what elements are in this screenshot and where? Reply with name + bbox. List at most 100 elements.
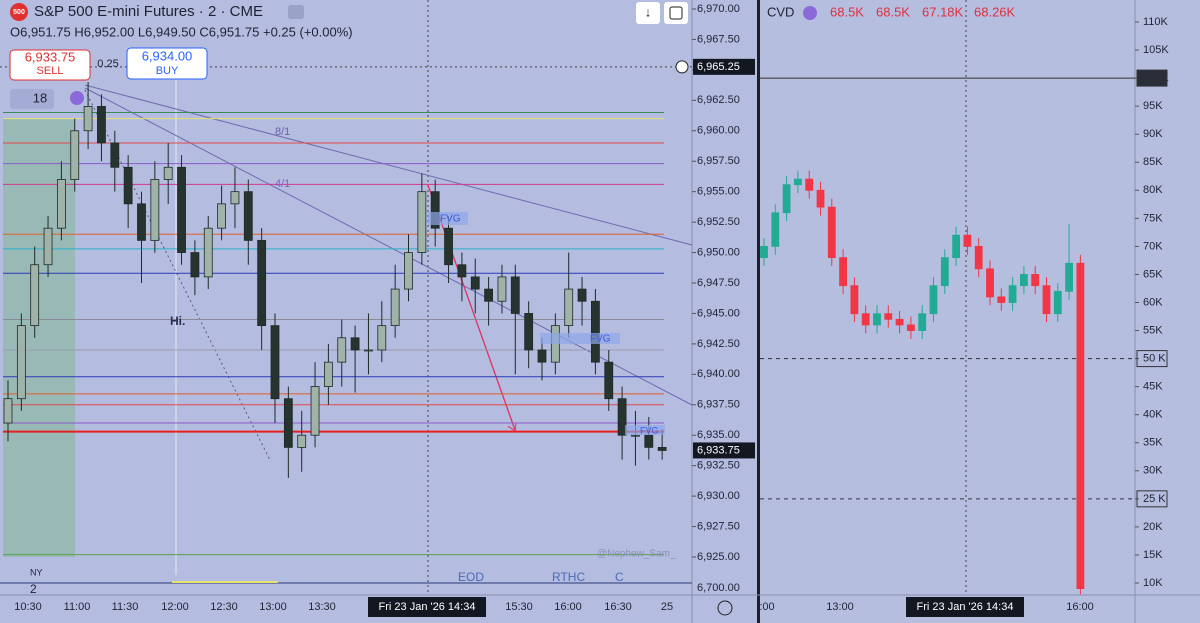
candle-body xyxy=(974,245,983,270)
legend-value: 68.5K xyxy=(830,4,864,19)
scroll-icon: ↓ xyxy=(645,4,652,19)
candle-body xyxy=(3,398,13,424)
right-axis-bg xyxy=(1135,0,1200,623)
y-tick-label: 95K xyxy=(1143,100,1163,112)
x-tick-label: 16:30 xyxy=(604,601,632,613)
x-tick-label: 12:00 xyxy=(161,601,189,613)
candle-body xyxy=(617,398,627,436)
x-tick-label: 10:30 xyxy=(14,601,42,613)
y-tick-label: 6,950.00 xyxy=(697,246,740,258)
fvg-box xyxy=(428,212,468,225)
candle-body xyxy=(364,349,373,352)
cvd-title: CVD xyxy=(767,4,794,19)
buy-button[interactable] xyxy=(126,47,208,80)
candle-body xyxy=(986,268,994,298)
candle-body xyxy=(43,227,53,266)
legend-value: 67.18K xyxy=(922,4,964,19)
price-box xyxy=(693,442,755,459)
y-tick-label: 6,927.50 xyxy=(697,520,740,532)
crosshair-time-box xyxy=(368,597,486,617)
candle-body xyxy=(404,252,413,290)
x-tick-label: 11:00 xyxy=(64,601,91,613)
scroll-button[interactable] xyxy=(636,2,660,24)
candle-body xyxy=(1031,274,1040,287)
annotation: 2 xyxy=(30,582,37,596)
candle-body xyxy=(794,178,802,186)
candle-body xyxy=(243,191,253,241)
buy-price: 6,934.00 xyxy=(142,48,193,63)
candle-body xyxy=(907,324,915,331)
candle-body xyxy=(230,191,240,205)
x-tick-label: 16:00 xyxy=(554,601,582,613)
settings-icon[interactable] xyxy=(717,600,733,616)
candle-body xyxy=(97,106,106,144)
price-box xyxy=(693,58,755,75)
candle-body xyxy=(83,106,93,132)
candle-body xyxy=(57,179,66,229)
candle-body xyxy=(537,349,547,363)
candle-body xyxy=(997,296,1006,303)
candle-body xyxy=(30,264,40,327)
candle-body xyxy=(918,313,927,331)
y-tick-label: 6,957.50 xyxy=(697,155,740,167)
divider xyxy=(757,0,760,623)
candle-body xyxy=(940,257,949,287)
candle-body xyxy=(137,203,146,241)
price-label: 6,965.25 xyxy=(697,61,740,73)
y-tick-label: 40K xyxy=(1143,409,1163,421)
collapse-button[interactable] xyxy=(288,5,304,19)
candle-body xyxy=(444,227,453,266)
x-tick-label: 25 xyxy=(661,601,673,613)
candle-body xyxy=(591,300,600,363)
interval-box[interactable] xyxy=(10,89,54,109)
candle-body xyxy=(323,361,333,387)
candle-body xyxy=(644,434,654,448)
candle-body xyxy=(497,276,507,302)
ui: 500 S&P 500 E-mini Futures · 2 · CME O6,… xyxy=(9,2,1024,617)
price-label: 6,933.75 xyxy=(697,444,740,456)
candle-body xyxy=(805,178,814,191)
candle-body xyxy=(873,313,881,326)
fullscreen-button[interactable] xyxy=(664,2,688,24)
trend-line xyxy=(84,89,271,461)
annotation: RTHC xyxy=(552,570,585,584)
candle-body xyxy=(190,252,200,278)
symbol-icon xyxy=(10,3,28,21)
candle-body xyxy=(816,189,825,208)
candle-body xyxy=(564,288,574,327)
y-tick-label: 6,932.50 xyxy=(697,460,740,472)
annotation: NY xyxy=(30,567,43,577)
y-tick-label: 60K xyxy=(1143,296,1163,308)
annotation: Hi. xyxy=(170,314,185,328)
annotation: 8/1 xyxy=(275,126,290,138)
watermark: @Nephew_Sam_ xyxy=(597,549,676,560)
level-box xyxy=(1136,69,1168,87)
candle-body xyxy=(524,313,534,351)
indicator-icon xyxy=(803,6,817,20)
candle-body xyxy=(827,206,836,259)
candle-body xyxy=(430,191,440,229)
candle-body xyxy=(884,313,893,320)
candle-body xyxy=(1008,285,1017,303)
fullscreen-icon xyxy=(669,6,683,20)
symbol-title: S&P 500 E-mini Futures · 2 · CME xyxy=(34,3,263,20)
level-box xyxy=(1136,490,1168,508)
x-tick-label: 13:00 xyxy=(259,601,287,613)
interval: 18 xyxy=(33,90,47,105)
candle-body xyxy=(110,142,120,168)
candle-body xyxy=(771,212,780,247)
y-tick-label: 6,940.00 xyxy=(697,368,740,380)
x-tick-label: 16:00 xyxy=(1066,601,1094,613)
y-tick-label: 75K xyxy=(1143,212,1163,224)
sell-button[interactable] xyxy=(9,49,91,81)
candle-body xyxy=(163,166,173,180)
annotation: FVG xyxy=(590,334,611,345)
candle-body xyxy=(123,166,133,205)
left-chart: 6,970.006,967.506,965.006,962.506,960.00… xyxy=(0,3,755,613)
y-tick-label: 85K xyxy=(1143,156,1163,168)
spread: 0.25 xyxy=(97,58,118,70)
legend-value: 68.5K xyxy=(876,4,910,19)
candle-body xyxy=(337,337,347,363)
y-tick-label: 6,970.00 xyxy=(697,3,740,15)
